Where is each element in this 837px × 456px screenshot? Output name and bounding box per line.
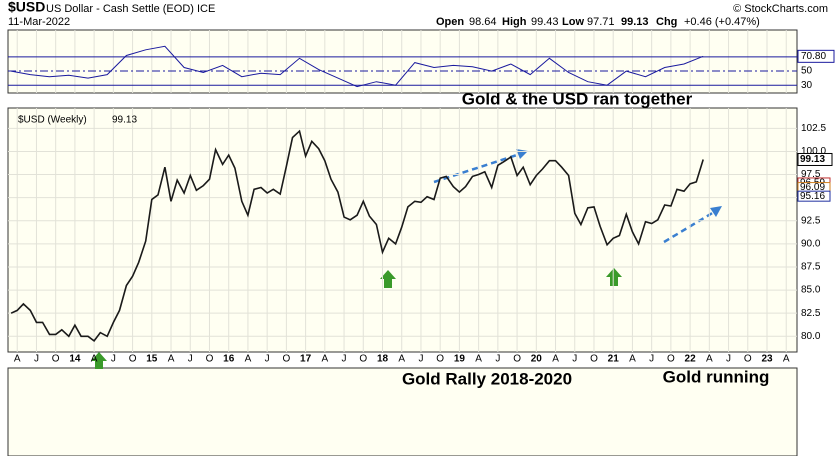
x-tick-label: 21 — [608, 354, 620, 365]
buy-arrow — [380, 270, 396, 288]
x-tick-label: A — [783, 354, 790, 365]
y-tick-label: 80.0 — [801, 331, 821, 342]
ma-box — [797, 190, 831, 202]
y-tick-label: 90.0 — [801, 239, 821, 250]
x-tick-label: J — [726, 354, 731, 365]
x-tick-label: A — [398, 354, 405, 365]
last-box — [797, 152, 833, 166]
y-tick-label: 82.5 — [801, 308, 821, 319]
rsi-panel — [7, 29, 798, 94]
x-tick-label: 18 — [377, 354, 389, 365]
open-label: Open — [436, 16, 464, 28]
arrow-head — [710, 206, 722, 217]
x-tick-label: A — [552, 354, 559, 365]
x-tick-label: J — [342, 354, 347, 365]
legend-name: $USD (Weekly) — [18, 115, 87, 126]
x-tick-label: A — [629, 354, 636, 365]
annotation: Gold running — [663, 367, 770, 386]
x-tick-label: A — [245, 354, 252, 365]
x-tick-label: 19 — [454, 354, 466, 365]
x-tick-label: 22 — [685, 354, 697, 365]
x-tick-label: J — [111, 354, 116, 365]
y-tick-label: 85.0 — [801, 285, 821, 296]
current-label: 70.80 — [801, 51, 826, 62]
y-tick-label: 92.5 — [801, 215, 821, 226]
buy-arrow — [606, 268, 622, 286]
x-tick-label: O — [52, 354, 60, 365]
y-tick-label: 97.5 — [801, 169, 821, 180]
x-tick-label: J — [265, 354, 270, 365]
x-tick-label: A — [14, 354, 21, 365]
arrows — [91, 149, 722, 369]
copyright: © StockCharts.com — [733, 3, 828, 15]
x-tick-label: O — [590, 354, 598, 365]
low: 97.71 — [587, 16, 615, 28]
y-tick-label: 30 — [801, 80, 813, 91]
x-tick-label: A — [168, 354, 175, 365]
x-tick-label: J — [649, 354, 654, 365]
x-tick-label: O — [436, 354, 444, 365]
x-tick-label: O — [129, 354, 137, 365]
x-tick-label: J — [495, 354, 500, 365]
x-tick-label: 23 — [761, 354, 773, 365]
x-tick-label: J — [188, 354, 193, 365]
ma-label: 95.16 — [800, 191, 825, 202]
x-tick-label: O — [206, 354, 214, 365]
last: 99.13 — [621, 16, 649, 28]
x-tick-label: O — [359, 354, 367, 365]
quote: Open 98.64 High 99.43 Low 97.71 99.13 Ch… — [436, 16, 760, 28]
trend-arrow — [433, 152, 521, 184]
x-tick-label: A — [91, 354, 98, 365]
x-tick-label: 16 — [223, 354, 235, 365]
open: 98.64 — [469, 16, 497, 28]
lower-panel — [7, 367, 798, 456]
x-tick-label: A — [321, 354, 328, 365]
x-tick-label: A — [706, 354, 713, 365]
annotation: Gold Rally 2018-2020 — [402, 369, 572, 388]
low-label: Low — [562, 16, 584, 28]
x-tick-label: 15 — [146, 354, 158, 365]
y-tick-label: 50 — [801, 66, 813, 77]
series-line — [10, 129, 704, 343]
y-tick-label: 102.5 — [801, 123, 826, 134]
high-label: High — [502, 16, 527, 28]
x-tick-label: J — [34, 354, 39, 365]
x-tick-label: O — [667, 354, 675, 365]
y-tick-label: 87.5 — [801, 262, 821, 273]
x-tick-label: J — [572, 354, 577, 365]
legend-value: 99.13 — [112, 115, 137, 126]
x-tick-label: 14 — [69, 354, 81, 365]
plot-layer: A J O 14 A J O 15 A J O 16 A J O 17 A J O 18 A J O 19 A J O 20 A J O 21… — [8, 30, 835, 365]
x-tick-label: 20 — [531, 354, 543, 365]
buy-arrow — [91, 352, 107, 369]
chg: +0.46 (+0.47%) — [684, 16, 760, 28]
current-box — [797, 49, 835, 63]
description: US Dollar - Cash Settle (EOD) ICE — [46, 3, 215, 15]
y-tick-label: 100.0 — [801, 146, 826, 157]
symbol: $USD — [8, 0, 45, 15]
annotation: Gold & the USD ran together — [462, 89, 693, 108]
x-tick-label: O — [744, 354, 752, 365]
high: 99.43 — [531, 16, 559, 28]
chg-label: Chg — [656, 16, 677, 28]
x-tick-label: A — [475, 354, 482, 365]
series-line — [11, 45, 704, 88]
ma-label: 96.09 — [800, 182, 825, 193]
last-label: 99.13 — [800, 154, 825, 165]
x-tick-label: J — [418, 354, 423, 365]
price-panel — [7, 107, 798, 353]
x-tick-label: 17 — [300, 354, 312, 365]
x-tick-label: O — [513, 354, 521, 365]
x-tick-label: O — [282, 354, 290, 365]
date: 11-Mar-2022 — [8, 16, 70, 28]
